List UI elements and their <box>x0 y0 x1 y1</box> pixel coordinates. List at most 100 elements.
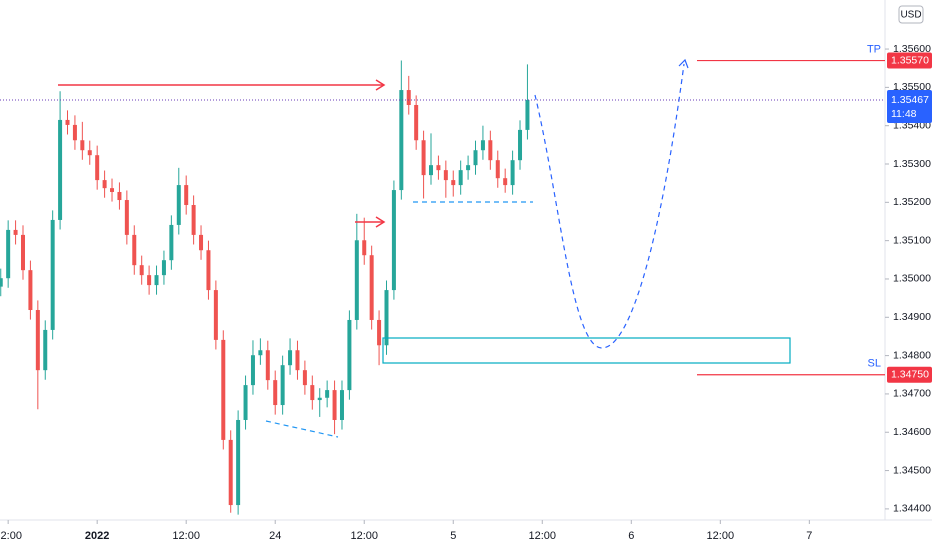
zone-box <box>382 337 791 364</box>
x-tick-label: 12:00 <box>172 530 200 542</box>
candle-body <box>310 385 315 401</box>
candle-body <box>65 119 70 125</box>
stop_loss-label: 1.34750 <box>891 369 929 381</box>
take_profit-label: 1.35570 <box>891 54 929 66</box>
candle-body <box>199 234 204 251</box>
candle-body <box>429 165 434 176</box>
candle-body <box>525 100 530 130</box>
candle-body <box>80 140 85 151</box>
y-tick-label: 1.34700 <box>893 388 931 400</box>
currency[interactable]: USD <box>900 10 921 21</box>
candle-body <box>154 275 159 286</box>
take_profit-name: TP <box>867 43 881 55</box>
candle-body <box>518 129 523 161</box>
candle-body <box>332 390 337 420</box>
countdown: 11:48 <box>891 108 917 120</box>
candle-body <box>451 180 456 186</box>
candle-body <box>35 310 40 371</box>
y-tick-label: 1.35300 <box>893 158 931 170</box>
x-tick-label: 24 <box>269 530 281 542</box>
candle-body <box>228 439 233 506</box>
candle-body <box>384 290 389 346</box>
candle-body <box>488 140 493 161</box>
candles <box>0 60 530 515</box>
candle-body <box>466 165 471 171</box>
projection-path <box>534 63 685 349</box>
last-price-tag <box>887 90 932 124</box>
candle-body <box>206 250 211 291</box>
candle-body <box>458 170 463 186</box>
candle-body <box>58 119 63 220</box>
candle-body <box>87 150 92 156</box>
take_profit-tag <box>887 52 932 69</box>
stop_loss-name: SL <box>868 358 881 370</box>
x-tick-label: 7 <box>806 530 812 542</box>
candle-body <box>443 170 448 181</box>
candle-body <box>250 355 255 386</box>
candle-body <box>288 350 293 366</box>
candle-body <box>421 140 426 176</box>
x-tick-label: 5 <box>450 530 456 542</box>
candle-body <box>280 365 285 406</box>
candle-body <box>273 380 278 406</box>
x-tick-label: 2022 <box>85 530 109 542</box>
candle-body <box>43 329 48 371</box>
candle-body <box>28 270 33 311</box>
x-tick-label: 12:00 <box>529 530 557 542</box>
candle-body <box>191 205 196 235</box>
x-tick-label: 12:00 <box>350 530 378 542</box>
candle-body <box>110 188 115 192</box>
candle-body <box>72 124 77 141</box>
last-price-label: 1.35467 <box>891 94 929 106</box>
candle-body <box>95 155 100 181</box>
candle-body <box>161 260 166 276</box>
candle-body <box>50 219 55 330</box>
candle-body <box>295 350 300 371</box>
candle-body <box>20 234 25 271</box>
candle-body <box>102 180 107 189</box>
candle-body <box>347 319 352 391</box>
currency-box[interactable] <box>898 5 924 24</box>
x-tick-label: 12:00 <box>0 530 22 542</box>
y-tick-label: 1.34800 <box>893 349 931 361</box>
candle-body <box>139 265 144 276</box>
candle-body <box>117 191 122 201</box>
candle-body <box>354 240 359 320</box>
dashed-line <box>265 420 339 438</box>
candle-body <box>147 275 152 286</box>
candle-body <box>339 390 344 420</box>
candle-body <box>184 185 189 206</box>
candle-body <box>369 255 374 320</box>
candle-body <box>169 224 174 261</box>
candle-body <box>473 150 478 166</box>
candle-body <box>317 397 322 401</box>
x-tick-label: 12:00 <box>707 530 735 542</box>
stop_loss-tag <box>887 366 932 383</box>
candle-body <box>391 190 396 291</box>
candle-body <box>377 319 382 346</box>
candle-body <box>399 90 404 191</box>
candle-body <box>510 160 515 186</box>
candle-body <box>213 290 218 340</box>
candle-body <box>503 178 508 186</box>
y-tick-label: 1.35200 <box>893 196 931 208</box>
y-tick-label: 1.35000 <box>893 273 931 285</box>
candle-body <box>6 229 11 279</box>
candle-body <box>480 140 485 151</box>
arrow-head <box>375 216 386 228</box>
y-tick-label: 1.34600 <box>893 426 931 438</box>
candle-body <box>265 350 270 381</box>
candle-body <box>236 419 241 506</box>
candle-body <box>221 339 226 440</box>
candle-body <box>325 390 330 398</box>
candle-body <box>132 234 137 266</box>
drawings <box>58 58 791 438</box>
candle-body <box>243 385 248 420</box>
y-tick-label: 1.34500 <box>893 464 931 476</box>
candle-body <box>124 200 129 235</box>
candle-body <box>414 104 419 141</box>
x-tick-label: 6 <box>628 530 634 542</box>
candle-body <box>176 185 181 225</box>
